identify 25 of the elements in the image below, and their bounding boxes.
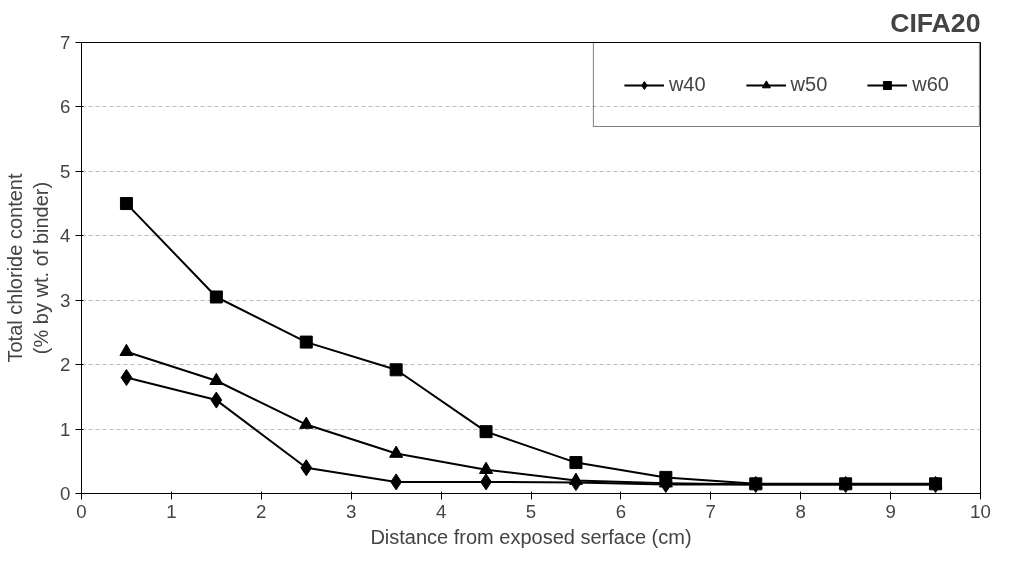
y-tick-label: 6 [60,96,71,118]
x-tick-label: 8 [795,500,806,522]
chart-title: CIFA20 [890,7,981,38]
x-tick-label: 2 [256,500,267,522]
x-tick-label: 3 [346,500,357,522]
y-axis-title: Total chloride content (% by wt. of binder) [3,173,53,363]
x-tick-label: 4 [435,500,447,522]
y-tick-label: 4 [60,225,71,247]
y-tick-label: 2 [60,354,71,376]
y-tick-label: 1 [60,418,71,440]
x-axis-title: Distance from exposed serface (cm) [370,525,692,548]
y-tick-label: 7 [60,32,71,53]
x-tick-label: 9 [885,500,896,522]
y-tick-label: 5 [60,160,71,182]
y-tick-label: 0 [60,483,71,504]
legend-label: w50 [790,73,828,96]
x-tick-label: 7 [705,500,716,522]
x-tick-label: 5 [525,500,537,522]
x-tick-label: 1 [166,500,177,522]
y-tick-label: 3 [60,289,71,311]
legend-label: w40 [668,73,706,96]
x-tick-label: 6 [615,500,627,522]
x-tick-label: 0 [76,500,87,522]
x-tick-label: 10 [970,500,991,522]
legend-label: w60 [912,73,949,96]
